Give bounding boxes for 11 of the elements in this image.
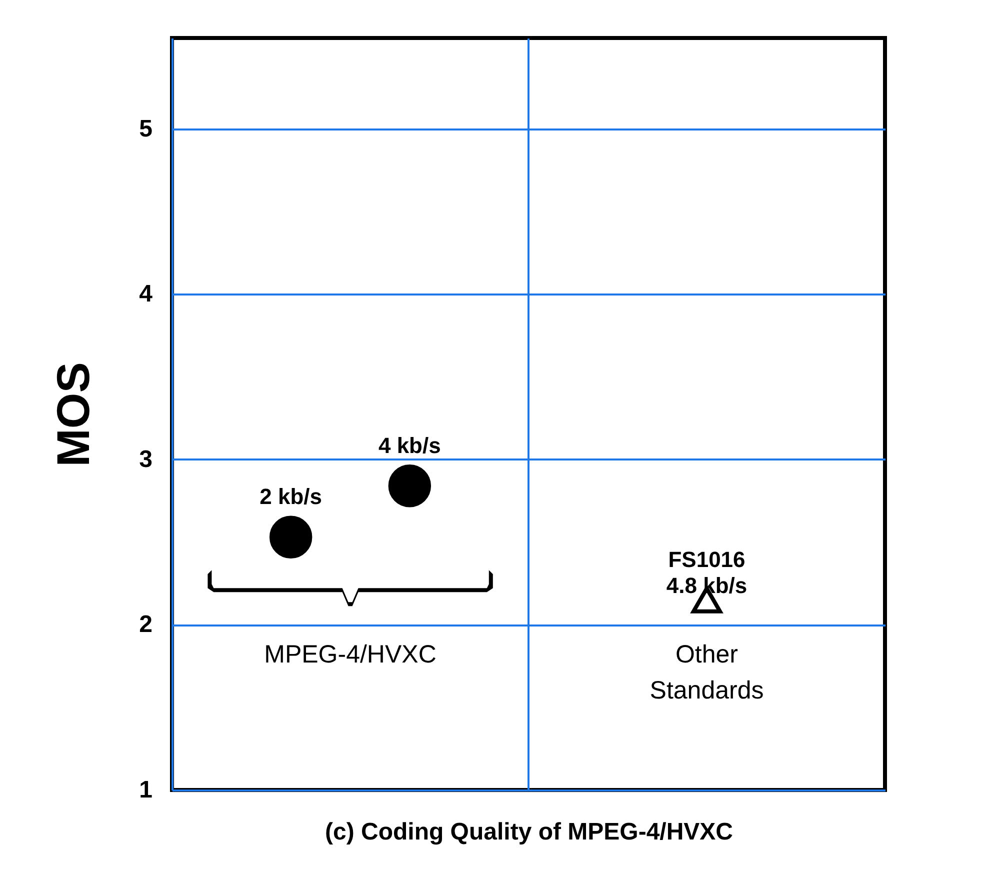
x-tick-label: MPEG-4/HVXC xyxy=(264,640,436,668)
x-tick-label: Other Standards xyxy=(650,640,764,704)
y-tick-label: 1 xyxy=(139,776,152,804)
y-tick-label: 2 xyxy=(139,611,152,638)
x-axis-title: (c) Coding Quality of MPEG-4/HVXC xyxy=(324,818,734,846)
y-tick-label: 3 xyxy=(139,446,152,473)
series-label: 2 kb/s xyxy=(260,484,322,510)
series-label: 4 kb/s xyxy=(378,432,441,458)
y-tick-label: 4 xyxy=(139,280,154,308)
y-axis-title: MOS xyxy=(47,362,100,467)
y-tick-label: 5 xyxy=(139,115,152,142)
